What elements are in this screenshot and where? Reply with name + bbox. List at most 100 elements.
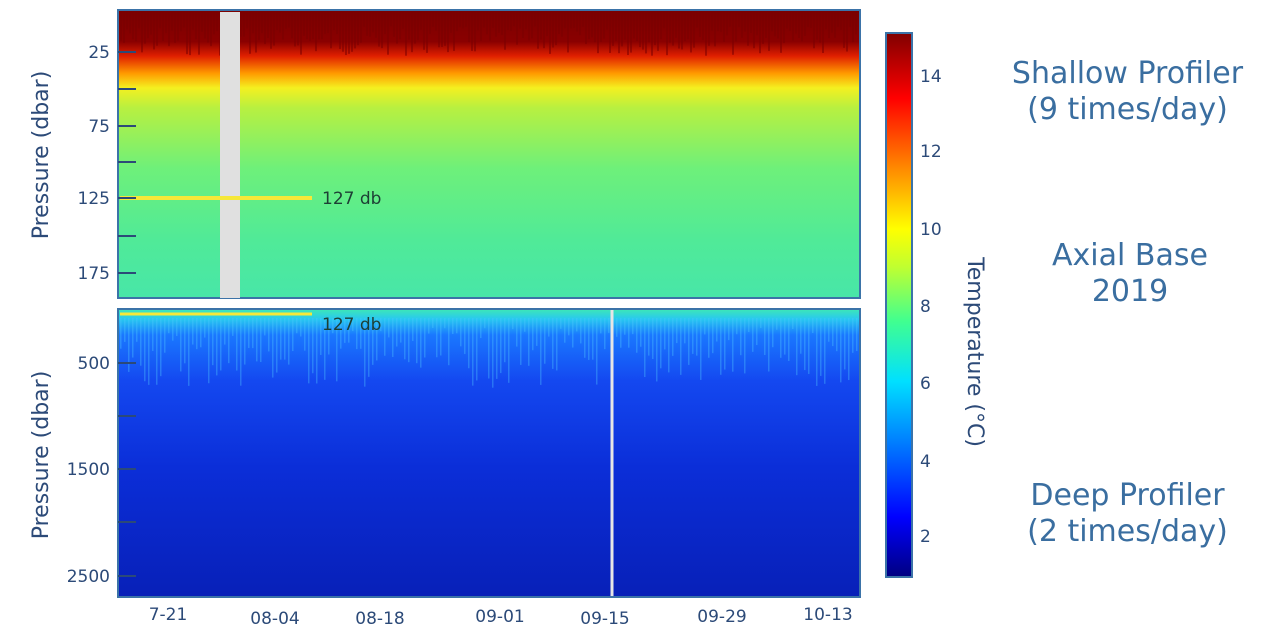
deep-streak <box>120 318 122 349</box>
shallow-streak <box>837 12 839 27</box>
deep-streak <box>768 318 770 372</box>
shallow-streak <box>207 12 209 43</box>
deep-streak <box>692 318 694 354</box>
shallow-streak <box>483 12 485 28</box>
colorbar: 2 4 6 8 10 12 14 Temperature (°C) <box>885 32 987 578</box>
deep-streak <box>392 318 394 357</box>
deep-streak <box>180 318 182 372</box>
deep-streak <box>296 318 298 334</box>
shallow-streak <box>252 12 254 34</box>
deep-streak <box>352 318 354 332</box>
shallow-streak <box>165 12 167 34</box>
shallow-streak <box>429 12 431 34</box>
deep-streak <box>204 318 206 338</box>
deep-profiler-frequency: (2 times/day) <box>1027 514 1228 549</box>
deep-streak <box>680 318 682 375</box>
deep-y-axis-title: Pressure (dbar) <box>29 371 54 540</box>
deep-streak <box>388 318 390 338</box>
shallow-streak <box>825 12 827 30</box>
deep-streak <box>552 318 554 369</box>
deep-streak <box>632 318 634 335</box>
shallow-streak <box>519 12 521 29</box>
deep-streak <box>636 318 638 353</box>
shallow-streak <box>540 12 542 40</box>
deep-streak <box>712 318 714 354</box>
shallow-streak <box>690 12 692 53</box>
shallow-streak <box>414 12 416 44</box>
shallow-streak <box>849 12 851 27</box>
shallow-streak <box>777 12 779 39</box>
deep-streak <box>448 318 450 366</box>
shallow-streak <box>585 12 587 45</box>
shallow-streak <box>198 12 200 55</box>
shallow-streak <box>123 12 125 43</box>
colorbar-tick-label: 10 <box>920 220 942 240</box>
shallow-streak <box>348 12 350 54</box>
shallow-streak <box>834 12 836 38</box>
deep-streak <box>408 318 410 363</box>
deep-streak <box>804 318 806 371</box>
deep-streak <box>500 318 502 374</box>
x-tick-label: 09-29 <box>697 607 746 626</box>
shallow-streak <box>381 12 383 49</box>
shallow-streak <box>435 12 437 31</box>
shallow-streak <box>546 12 548 37</box>
shallow-streak <box>495 12 497 37</box>
shallow-streak <box>168 12 170 47</box>
shallow-streak <box>522 12 524 39</box>
shallow-streak <box>783 12 785 44</box>
deep-streak <box>492 318 494 388</box>
shallow-streak <box>528 12 530 41</box>
deep-streak <box>136 318 138 342</box>
deep-streak <box>484 318 486 329</box>
shallow-streak <box>807 12 809 27</box>
shallow-streak <box>450 12 452 33</box>
shallow-streaks <box>120 12 857 56</box>
shallow-streak <box>486 12 488 35</box>
deep-streak <box>256 318 258 362</box>
deep-streak <box>312 318 314 374</box>
x-axis: 7-21 08-04 08-18 09-01 09-15 09-29 10-13 <box>149 605 853 626</box>
deep-streak <box>512 318 514 330</box>
shallow-streak <box>480 12 482 41</box>
shallow-streak <box>615 12 617 41</box>
shallow-streak <box>363 12 365 27</box>
shallow-streak <box>666 12 668 56</box>
deep-streak <box>376 318 378 361</box>
shallow-streak <box>813 12 815 49</box>
deep-streak <box>292 318 294 352</box>
deep-streak <box>656 318 658 382</box>
shallow-streak <box>513 12 515 27</box>
shallow-streak <box>768 12 770 51</box>
shallow-streak <box>357 12 359 46</box>
deep-streak <box>236 318 238 371</box>
deep-heatmap <box>117 308 861 598</box>
deep-streak <box>328 318 330 355</box>
deep-profiler-title: Deep Profiler <box>1030 478 1225 513</box>
shallow-streak <box>384 12 386 35</box>
deep-streak <box>476 318 478 381</box>
deep-streak <box>260 318 262 363</box>
shallow-streak <box>393 12 395 37</box>
shallow-streak <box>516 12 518 45</box>
deep-streak <box>792 318 794 330</box>
shallow-streak <box>771 12 773 32</box>
deep-streak <box>276 318 278 373</box>
shallow-streak <box>738 12 740 28</box>
y-tick-label: 500 <box>78 354 110 374</box>
deep-panel: 127 db <box>117 308 861 598</box>
deep-streak <box>216 318 218 376</box>
shallow-streak <box>648 12 650 43</box>
shallow-streak <box>684 12 686 42</box>
shallow-streak <box>294 12 296 47</box>
deep-streak <box>748 318 750 333</box>
shallow-streak <box>630 12 632 53</box>
deep-streak <box>192 318 194 345</box>
deep-streak <box>836 318 838 352</box>
shallow-streak <box>789 12 791 31</box>
shallow-streak <box>753 12 755 49</box>
deep-streak <box>688 318 690 365</box>
shallow-panel: 127 db <box>117 9 861 299</box>
deep-streak <box>220 318 222 371</box>
shallow-streak <box>627 12 629 56</box>
